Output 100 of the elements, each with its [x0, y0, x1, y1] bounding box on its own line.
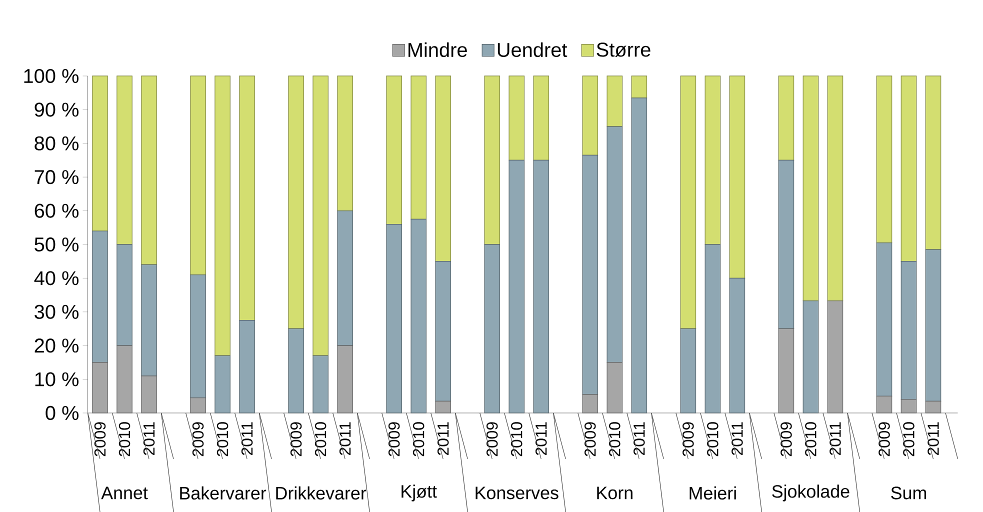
- x-tick-label: 2010: [903, 422, 914, 456]
- bar: [729, 278, 746, 414]
- x-tick-label: 2010: [510, 422, 522, 456]
- bar: [141, 76, 157, 265]
- y-tick-label: 90 %: [34, 102, 78, 117]
- legend-label: Mindre: [408, 42, 467, 57]
- text: Annet: [101, 486, 148, 500]
- y-tick-label: 50 %: [34, 237, 78, 252]
- bar: [190, 76, 206, 275]
- bar: [239, 320, 255, 414]
- x-tick-label: 2011: [732, 422, 743, 455]
- y-tick-label: 40 %: [34, 270, 78, 286]
- bar: [116, 345, 132, 414]
- y-tick-label: 0 %: [46, 406, 78, 420]
- bar: [704, 76, 721, 245]
- bar: [214, 76, 230, 356]
- text: Korn: [597, 486, 632, 500]
- y-tick-label: 70 %: [34, 170, 78, 184]
- bar: [190, 274, 206, 398]
- x-tick-label: 2011: [339, 422, 351, 455]
- bar: [778, 76, 794, 160]
- bar: [337, 76, 353, 211]
- x-tick-label: 2009: [94, 422, 106, 456]
- bar: [704, 244, 721, 414]
- legend-label: Uendret: [498, 42, 568, 57]
- bar: [900, 260, 917, 400]
- x-tick-label: 2009: [388, 422, 400, 456]
- bar: [508, 160, 525, 414]
- bar: [435, 400, 452, 414]
- bar: [312, 355, 328, 414]
- bar: [802, 300, 819, 414]
- text: Meieri: [690, 486, 736, 500]
- x-tick-label: 2011: [437, 422, 449, 455]
- bar: [606, 362, 623, 414]
- bar: [533, 160, 550, 414]
- x-tick-label: 2009: [682, 422, 694, 456]
- bar: [190, 397, 206, 414]
- x-tick-label: 2010: [609, 422, 620, 456]
- y-tick-label: 20 %: [34, 338, 78, 352]
- bar: [435, 260, 452, 402]
- bar: [239, 76, 255, 320]
- bar: [827, 76, 844, 301]
- bar: [606, 126, 623, 363]
- bar: [214, 355, 230, 414]
- bar: [900, 76, 917, 262]
- x-tick-label: 2010: [118, 422, 130, 456]
- legend-label: Større: [596, 42, 650, 57]
- bar: [312, 76, 328, 356]
- bar: [141, 375, 157, 414]
- x-tick-label: 2009: [584, 422, 596, 456]
- text: Bakervarer: [180, 486, 266, 500]
- bar: [288, 76, 304, 329]
- bar: [484, 244, 500, 414]
- bar: [410, 218, 426, 414]
- bar: [484, 76, 500, 245]
- bar: [288, 328, 304, 414]
- bar: [631, 76, 648, 98]
- bar: [900, 399, 917, 414]
- x-tick-label: 2011: [536, 422, 547, 455]
- bar: [876, 76, 892, 243]
- bar: [606, 76, 623, 127]
- bar: [92, 230, 108, 363]
- bar: [92, 76, 108, 232]
- bar: [925, 249, 942, 402]
- x-tick-label: 2009: [192, 422, 204, 456]
- bar: [876, 396, 892, 414]
- bar: [827, 300, 844, 414]
- text: Sum: [891, 486, 926, 500]
- bar: [680, 76, 696, 329]
- bar: [778, 328, 794, 414]
- x-tick-label: 2011: [143, 422, 155, 455]
- x-tick-label: 2010: [412, 422, 424, 456]
- bar: [386, 76, 402, 224]
- bar: [680, 328, 696, 414]
- bar: [631, 97, 648, 414]
- x-tick-label: 2011: [241, 422, 253, 455]
- x-tick-label: 2011: [830, 422, 841, 455]
- y-tick-label: 30 %: [34, 304, 78, 319]
- x-tick-label: 2010: [314, 422, 326, 456]
- bar: [582, 154, 598, 395]
- bar: [116, 76, 132, 245]
- x-tick-label: 2009: [290, 422, 302, 456]
- x-tick-label: 2009: [878, 422, 890, 456]
- x-tick-label: 2011: [634, 422, 645, 455]
- bar: [435, 76, 452, 262]
- bar: [337, 210, 353, 346]
- text: Konserves: [476, 486, 558, 500]
- bar: [116, 244, 132, 346]
- y-tick-label: 100 %: [24, 68, 78, 83]
- bar: [410, 76, 426, 220]
- bar: [533, 76, 550, 160]
- bar: [141, 264, 157, 376]
- bar: [508, 76, 525, 160]
- bar: [386, 224, 402, 414]
- x-tick-label: 2009: [780, 422, 792, 456]
- y-tick-label: 10 %: [35, 372, 78, 386]
- bar: [582, 76, 598, 156]
- text: Sjokolade: [772, 484, 850, 502]
- bar: [582, 394, 598, 414]
- bar: [876, 242, 892, 396]
